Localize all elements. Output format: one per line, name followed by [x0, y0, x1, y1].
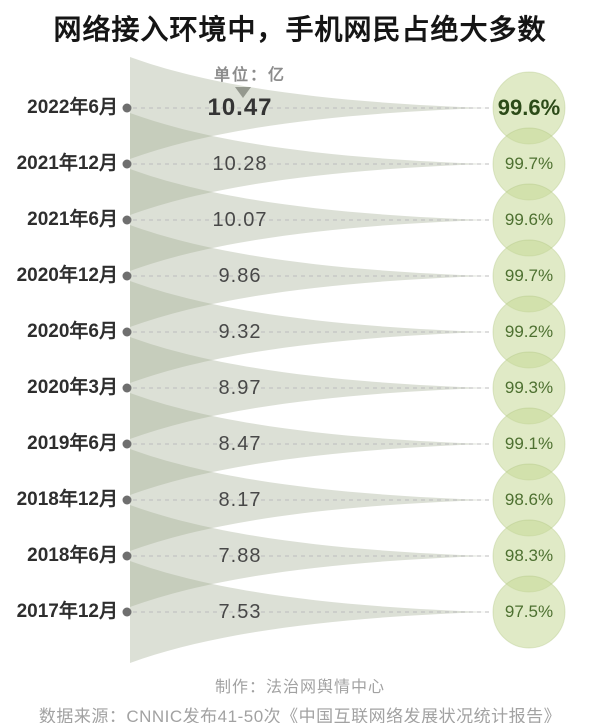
date-dot	[122, 103, 132, 113]
date-dot	[122, 495, 132, 505]
row-percent: 98.6%	[504, 490, 554, 509]
page-title: 网络接入环境中，手机网民占绝大多数	[53, 14, 547, 45]
row-date-label: 2020年6月	[27, 321, 118, 342]
row-value: 10.07	[212, 209, 268, 231]
row-percent: 99.6%	[497, 95, 561, 120]
footer-credit: 制作：法治网舆情中心	[214, 679, 385, 696]
row-percent: 98.3%	[504, 546, 554, 565]
date-dot	[122, 271, 132, 281]
row-value: 8.97	[218, 377, 262, 399]
date-dot	[122, 215, 132, 225]
row-date-label: 2018年6月	[27, 545, 118, 566]
unit-label: 单位：亿	[213, 67, 286, 84]
date-dot	[122, 607, 132, 617]
row-date-label: 2020年12月	[16, 265, 118, 286]
row-percent: 99.1%	[504, 434, 554, 453]
down-arrow-icon	[235, 87, 251, 98]
row-percent: 99.7%	[504, 154, 554, 173]
date-dot	[122, 159, 132, 169]
row-percent: 99.2%	[504, 322, 554, 341]
row-percent: 99.7%	[504, 266, 554, 285]
percent-circle	[492, 575, 566, 649]
footer: 制作：法治网舆情中心 数据来源：CNNIC发布41-50次《中国互联网络发展状况…	[0, 673, 600, 723]
row-percent: 99.3%	[504, 378, 554, 397]
row-date-label: 2017年12月	[16, 601, 118, 622]
row-date-label: 2022年6月	[27, 97, 118, 118]
date-dot	[122, 551, 132, 561]
row-date-label: 2018年12月	[16, 489, 118, 510]
row-date-label: 2020年3月	[27, 377, 118, 398]
row-value: 8.47	[218, 433, 262, 455]
row-value: 9.32	[218, 321, 262, 343]
row-value: 7.53	[218, 601, 262, 623]
row-value: 7.88	[218, 545, 262, 567]
row-percent: 99.6%	[504, 210, 554, 229]
row-value: 8.17	[218, 489, 262, 511]
row-date-label: 2019年6月	[27, 433, 118, 454]
row-date-label: 2021年6月	[27, 209, 118, 230]
date-dot	[122, 327, 132, 337]
row-value: 10.28	[212, 153, 268, 175]
row-value: 9.86	[218, 265, 262, 287]
row-percent: 97.5%	[504, 602, 554, 621]
date-dot	[122, 439, 132, 449]
footer-source: 数据来源：CNNIC发布41-50次《中国互联网络发展状况统计报告》	[38, 707, 562, 723]
date-dot	[122, 383, 132, 393]
row-value: 10.47	[207, 94, 273, 121]
row-date-label: 2021年12月	[16, 153, 118, 174]
